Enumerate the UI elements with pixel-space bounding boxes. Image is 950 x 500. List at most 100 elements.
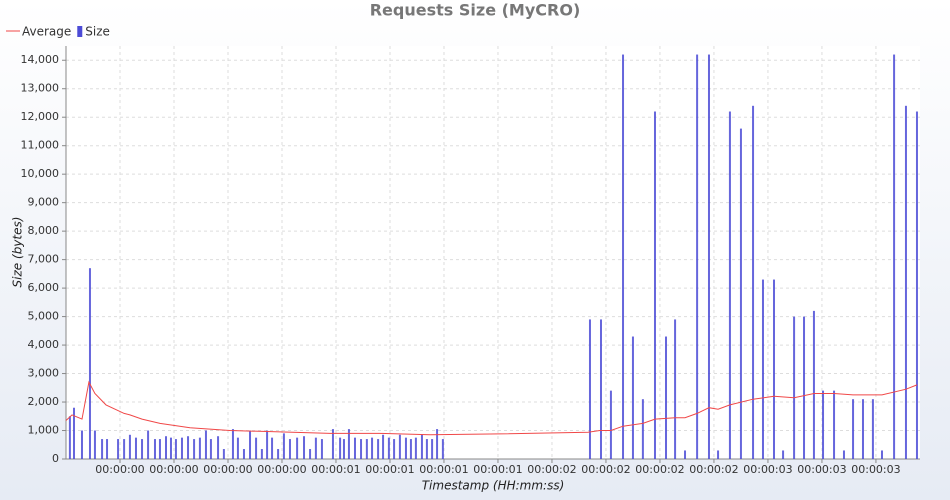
x-tick-label: 00:00:01 (365, 463, 414, 476)
x-tick-label: 00:00:00 (149, 463, 198, 476)
line (65, 380, 918, 436)
bar (271, 437, 274, 459)
bar (861, 399, 864, 459)
x-tick-label: 00:00:01 (419, 463, 468, 476)
bar (204, 430, 207, 459)
bar (803, 316, 806, 459)
bar (404, 437, 407, 459)
bar (134, 437, 137, 459)
bar (377, 439, 380, 459)
bar (193, 439, 196, 459)
bar (414, 437, 417, 459)
bar (231, 429, 234, 459)
bar (728, 111, 731, 459)
bar (255, 437, 258, 459)
x-tick-label: 00:00:01 (311, 463, 360, 476)
bar (217, 436, 220, 459)
x-tick-label: 00:00:00 (203, 463, 252, 476)
bar (288, 439, 291, 459)
legend-label: Size (85, 25, 110, 39)
x-tick-label: 00:00:02 (527, 463, 576, 476)
bar (165, 436, 168, 459)
bar (812, 310, 815, 459)
x-tick-label: 00:00:02 (635, 463, 684, 476)
bar (365, 439, 368, 459)
bar (198, 437, 201, 459)
y-tick-label: 4,000 (28, 338, 60, 351)
bar (209, 439, 212, 459)
bar (106, 439, 109, 459)
y-tick-label: 6,000 (28, 281, 60, 294)
bar (409, 439, 412, 459)
bar (260, 449, 263, 459)
bar (696, 54, 699, 459)
bar (331, 429, 334, 459)
bar (309, 449, 312, 459)
bar (631, 336, 634, 459)
bar (420, 434, 423, 459)
bar (431, 439, 434, 459)
bar (266, 430, 269, 459)
bar (871, 399, 874, 459)
bar (80, 430, 83, 459)
bar (684, 450, 687, 459)
bar (717, 450, 720, 459)
bar (339, 437, 342, 459)
bar (653, 111, 656, 459)
bar (893, 54, 896, 459)
bar (93, 430, 96, 459)
plot-area (66, 46, 920, 459)
bar (793, 316, 796, 459)
bar (665, 336, 668, 459)
bar (425, 439, 428, 459)
bar (88, 268, 91, 459)
x-tick-label: 00:00:03 (851, 463, 900, 476)
bar (169, 437, 172, 459)
y-tick-label: 3,000 (28, 367, 60, 380)
y-tick-label: 5,000 (28, 310, 60, 323)
bar (599, 319, 602, 459)
bar (782, 450, 785, 459)
bar (153, 439, 156, 459)
bar (436, 429, 439, 459)
bar (739, 128, 742, 459)
bar (588, 319, 591, 459)
y-tick-label: 2,000 (28, 395, 60, 408)
x-tick-label: 00:00:00 (257, 463, 306, 476)
bar (371, 437, 374, 459)
bar (242, 449, 245, 459)
bar (236, 437, 239, 459)
bar (147, 430, 150, 459)
x-axis-title: Timestamp (HH:mm:ss) (422, 479, 565, 493)
bar (398, 434, 401, 459)
y-tick-label: 14,000 (21, 53, 60, 66)
y-axis-title: Size (bytes) (11, 217, 25, 288)
x-tick-label: 00:00:02 (581, 463, 630, 476)
y-tick-label: 13,000 (21, 82, 60, 95)
bar (622, 54, 625, 459)
bar (707, 54, 710, 459)
bar (277, 449, 280, 459)
bar (382, 434, 385, 459)
y-tick-label: 8,000 (28, 224, 60, 237)
bar (303, 436, 306, 459)
bar (852, 399, 855, 459)
bar (761, 279, 764, 459)
bar (674, 319, 677, 459)
y-tick-label: 7,000 (28, 253, 60, 266)
bar (904, 105, 907, 460)
bar (174, 439, 177, 459)
bar (347, 429, 350, 459)
bar (123, 439, 126, 459)
y-tick-label: 9,000 (28, 196, 60, 209)
bar (128, 434, 131, 459)
x-tick-label: 00:00:01 (473, 463, 522, 476)
bar (609, 390, 612, 459)
bar (822, 390, 825, 459)
bar (387, 437, 390, 459)
bar (842, 450, 845, 459)
bar (187, 436, 190, 459)
bar (314, 437, 317, 459)
y-tick-label: 11,000 (21, 139, 60, 152)
